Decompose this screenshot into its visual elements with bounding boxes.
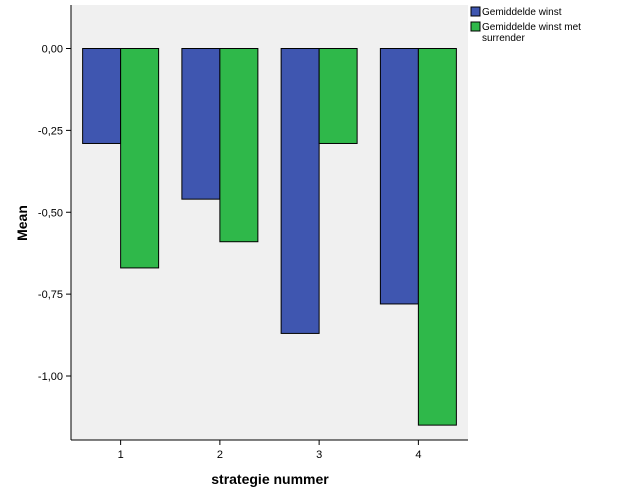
y-axis-title: Mean — [14, 205, 30, 241]
bar-winst-surrender-3 — [318, 48, 358, 144]
bar-winst-4 — [379, 48, 419, 305]
legend-label: Gemiddelde winst — [482, 7, 562, 18]
x-tick-label: 2 — [217, 449, 223, 461]
legend-label: surrender — [482, 33, 525, 44]
bar-winst-2 — [181, 48, 221, 200]
x-tick-label: 4 — [415, 449, 421, 461]
bar-winst-surrender-2 — [219, 48, 259, 243]
bar-winst-3 — [280, 48, 320, 334]
legend: Gemiddelde winst Gemiddelde winst metsurr… — [470, 6, 581, 44]
x-tick-label: 1 — [118, 449, 124, 461]
bars-group — [82, 48, 457, 426]
legend-swatch — [470, 6, 481, 17]
axes-group — [70, 5, 468, 441]
bar-winst-surrender-1 — [120, 48, 160, 269]
legend-swatch — [470, 21, 481, 32]
y-tick-label: -0,75 — [38, 289, 63, 301]
legend-label: Gemiddelde winst met — [482, 22, 581, 33]
y-tick-label: 0,00 — [42, 44, 63, 56]
y-tick-label: -0,50 — [38, 207, 63, 219]
y-tick-label: -0,25 — [38, 125, 63, 137]
bar-winst-1 — [82, 48, 122, 144]
y-tick-label: -1,00 — [38, 371, 63, 383]
x-axis-title: strategie nummer — [211, 471, 329, 487]
x-tick-label: 3 — [316, 449, 322, 461]
bar-winst-surrender-4 — [417, 48, 457, 426]
ticks-group: 0,00 -0,25 -0,50 -0,75 -1,00 1 2 3 4 — [38, 44, 422, 462]
